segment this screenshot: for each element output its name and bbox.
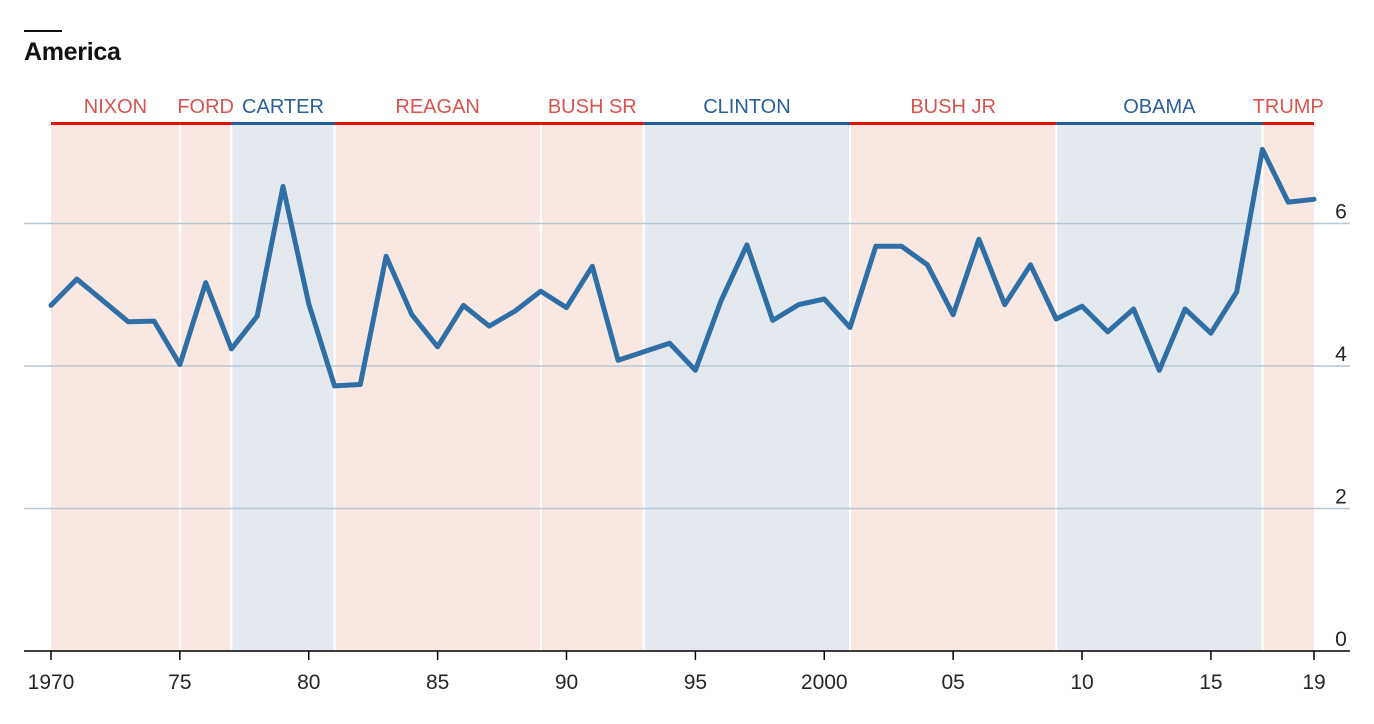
presidency-label: TRUMP	[1253, 96, 1324, 118]
chart-title: America	[24, 38, 121, 66]
y-tick-label: 2	[1335, 486, 1347, 509]
x-tick-label: 15	[1199, 671, 1222, 694]
presidency-bar-bush-sr	[540, 122, 644, 125]
title-rule	[24, 30, 62, 32]
y-tick-label: 6	[1335, 201, 1347, 224]
x-tick-label: 95	[684, 671, 707, 694]
y-tick-label: 4	[1335, 343, 1347, 366]
presidency-band-carter	[231, 125, 335, 651]
presidency-label: FORD	[177, 96, 234, 118]
presidency-label: BUSH SR	[548, 96, 637, 118]
x-tick-label: 05	[941, 671, 964, 694]
presidency-band-ford	[179, 125, 232, 651]
presidency-band-trump	[1262, 125, 1314, 651]
y-tick-label: 0	[1335, 628, 1347, 651]
presidency-label: CLINTON	[703, 96, 790, 118]
x-tick-label: 80	[297, 671, 320, 694]
presidency-band-clinton	[643, 125, 851, 651]
presidency-bar-reagan	[334, 122, 541, 125]
presidency-bar-ford	[179, 122, 232, 125]
presidency-band-bush-sr	[540, 125, 644, 651]
series-line-0	[48, 146, 1317, 389]
x-tick-label: 1970	[28, 671, 75, 694]
presidency-bar-bush-jr	[850, 122, 1057, 125]
presidency-band-reagan	[334, 125, 541, 651]
x-tick-label: 10	[1070, 671, 1093, 694]
presidency-label: NIXON	[84, 96, 147, 118]
presidency-band-nixon	[51, 125, 180, 651]
presidency-label: OBAMA	[1123, 96, 1196, 118]
x-tick-label: 75	[168, 671, 191, 694]
x-tick-label: 19	[1302, 671, 1325, 694]
presidency-label: REAGAN	[395, 96, 479, 118]
presidency-band-obama	[1056, 125, 1263, 651]
presidency-bar-nixon	[51, 122, 180, 125]
x-tick-label: 85	[426, 671, 449, 694]
presidency-bar-clinton	[643, 122, 851, 125]
presidency-bar-obama	[1056, 122, 1263, 125]
presidency-band-bush-jr	[850, 125, 1057, 651]
x-tick-label: 90	[555, 671, 578, 694]
presidency-label: BUSH JR	[910, 96, 996, 118]
presidency-label: CARTER	[242, 96, 324, 118]
x-tick-label: 2000	[801, 671, 848, 694]
presidency-bar-trump	[1262, 122, 1314, 125]
presidency-bar-carter	[231, 122, 335, 125]
